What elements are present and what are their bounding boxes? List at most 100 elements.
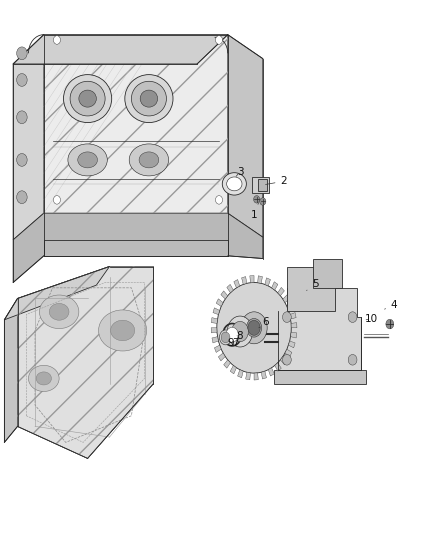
Ellipse shape	[78, 152, 97, 168]
Polygon shape	[4, 298, 18, 442]
Polygon shape	[242, 277, 247, 285]
Polygon shape	[213, 308, 219, 314]
Polygon shape	[313, 259, 342, 288]
Polygon shape	[287, 303, 294, 310]
Ellipse shape	[110, 320, 135, 341]
Text: 4: 4	[385, 300, 398, 310]
Polygon shape	[265, 278, 271, 286]
Polygon shape	[230, 366, 237, 374]
Circle shape	[254, 196, 260, 203]
Polygon shape	[252, 177, 269, 193]
Polygon shape	[13, 35, 228, 64]
Polygon shape	[254, 373, 258, 380]
Ellipse shape	[227, 316, 253, 347]
Polygon shape	[4, 266, 109, 320]
Circle shape	[215, 196, 223, 204]
Polygon shape	[250, 276, 254, 282]
Polygon shape	[212, 337, 219, 343]
Polygon shape	[290, 332, 297, 338]
Polygon shape	[13, 35, 44, 240]
Ellipse shape	[129, 144, 169, 176]
Ellipse shape	[246, 318, 261, 337]
Polygon shape	[289, 341, 295, 348]
Polygon shape	[280, 357, 287, 365]
Text: 1: 1	[251, 203, 258, 220]
Ellipse shape	[241, 312, 267, 344]
Circle shape	[260, 198, 266, 205]
Polygon shape	[211, 328, 217, 333]
Polygon shape	[228, 35, 263, 237]
Polygon shape	[258, 276, 262, 284]
Polygon shape	[275, 363, 281, 371]
Ellipse shape	[28, 366, 59, 391]
Polygon shape	[261, 371, 266, 379]
Circle shape	[386, 319, 394, 329]
Ellipse shape	[39, 295, 79, 328]
Polygon shape	[221, 291, 228, 299]
Circle shape	[283, 312, 291, 322]
Ellipse shape	[79, 90, 96, 107]
Polygon shape	[290, 313, 296, 319]
Ellipse shape	[99, 310, 147, 351]
Ellipse shape	[139, 152, 159, 168]
Circle shape	[248, 320, 260, 335]
Circle shape	[283, 354, 291, 365]
Text: 2: 2	[265, 176, 287, 186]
Ellipse shape	[223, 324, 241, 346]
Polygon shape	[283, 295, 290, 303]
Polygon shape	[246, 372, 251, 380]
Circle shape	[53, 36, 60, 44]
Polygon shape	[224, 360, 230, 368]
Polygon shape	[278, 287, 284, 296]
Text: 7: 7	[232, 335, 240, 348]
Text: 10: 10	[365, 314, 378, 324]
Polygon shape	[227, 285, 233, 293]
Polygon shape	[274, 370, 366, 384]
Polygon shape	[268, 368, 274, 376]
Polygon shape	[18, 266, 153, 458]
Circle shape	[221, 332, 230, 343]
Ellipse shape	[223, 173, 246, 195]
Circle shape	[17, 191, 27, 204]
Text: 6: 6	[259, 318, 269, 328]
Polygon shape	[234, 279, 240, 288]
Polygon shape	[211, 318, 218, 324]
Text: 8: 8	[237, 331, 244, 341]
Polygon shape	[291, 322, 297, 328]
Polygon shape	[258, 179, 267, 191]
Ellipse shape	[49, 303, 69, 320]
Polygon shape	[216, 299, 223, 306]
Ellipse shape	[227, 177, 242, 191]
Ellipse shape	[68, 144, 107, 176]
Ellipse shape	[125, 75, 173, 123]
Ellipse shape	[232, 321, 248, 342]
Polygon shape	[285, 349, 292, 357]
Text: 9: 9	[227, 338, 234, 348]
Polygon shape	[214, 345, 221, 352]
Text: 3: 3	[236, 167, 244, 176]
Circle shape	[17, 47, 27, 60]
Polygon shape	[287, 266, 335, 311]
Ellipse shape	[36, 372, 52, 385]
Ellipse shape	[64, 75, 112, 123]
Circle shape	[348, 312, 357, 322]
Circle shape	[17, 111, 27, 124]
Circle shape	[53, 196, 60, 204]
Ellipse shape	[140, 90, 158, 107]
Polygon shape	[272, 282, 278, 290]
Circle shape	[17, 74, 27, 86]
Polygon shape	[44, 35, 228, 213]
Polygon shape	[13, 213, 263, 282]
Ellipse shape	[226, 327, 238, 342]
Circle shape	[17, 154, 27, 166]
Ellipse shape	[219, 330, 232, 345]
Ellipse shape	[131, 82, 166, 116]
Polygon shape	[219, 353, 225, 361]
Polygon shape	[278, 288, 361, 370]
Polygon shape	[44, 240, 228, 256]
Circle shape	[215, 36, 223, 44]
Polygon shape	[237, 370, 243, 378]
Text: 5: 5	[307, 279, 319, 290]
Polygon shape	[18, 266, 153, 458]
Ellipse shape	[217, 282, 291, 373]
